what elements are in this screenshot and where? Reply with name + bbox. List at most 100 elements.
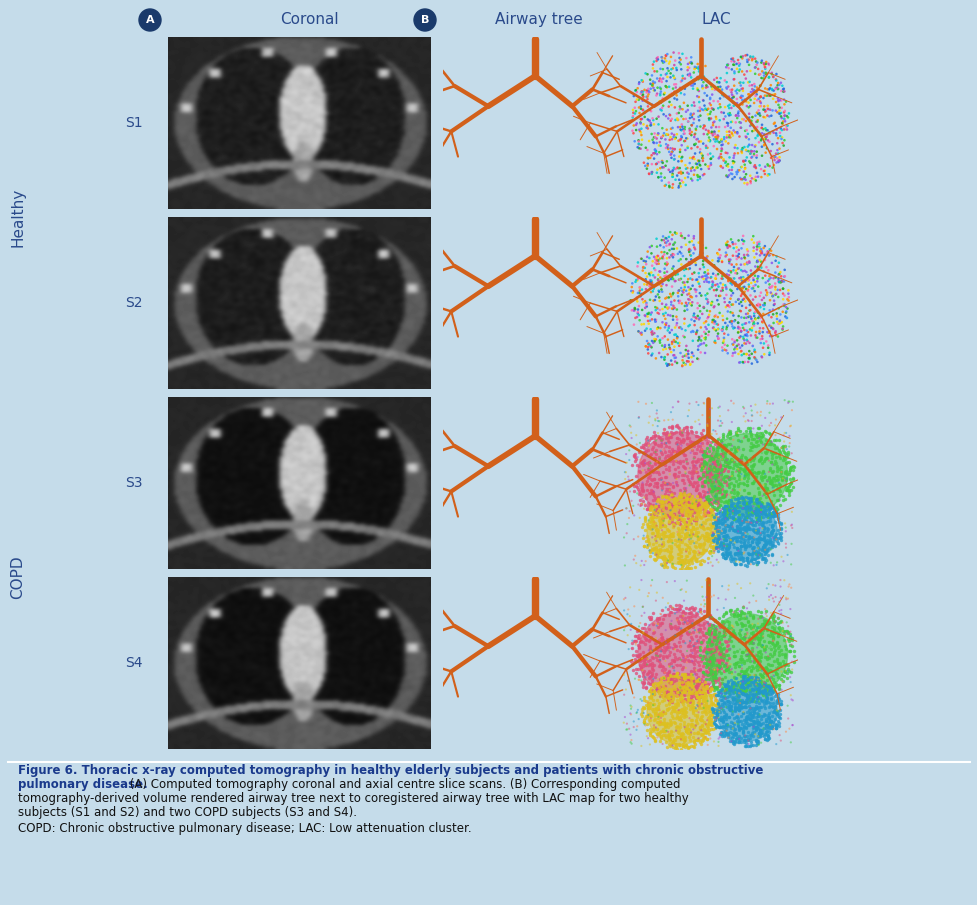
Point — [688, 455, 703, 470]
Point — [644, 658, 659, 672]
Point — [669, 525, 685, 539]
Point — [741, 529, 756, 544]
Point — [755, 164, 771, 178]
Point — [687, 719, 702, 733]
Point — [707, 492, 723, 507]
Point — [743, 682, 759, 697]
Point — [667, 335, 683, 349]
Point — [774, 305, 789, 319]
Point — [650, 611, 665, 625]
Point — [729, 281, 744, 296]
Point — [733, 472, 748, 487]
Point — [765, 293, 781, 308]
Point — [684, 454, 700, 469]
Point — [694, 443, 709, 458]
Point — [651, 450, 666, 464]
Point — [668, 652, 684, 666]
Point — [677, 561, 693, 576]
Point — [645, 479, 660, 493]
Point — [768, 707, 784, 721]
Point — [667, 700, 683, 714]
Point — [713, 134, 729, 148]
Point — [695, 168, 710, 183]
Point — [667, 453, 683, 468]
Point — [720, 90, 736, 104]
Point — [716, 514, 732, 529]
Point — [624, 102, 640, 117]
Point — [681, 262, 697, 276]
Point — [679, 719, 695, 733]
Point — [771, 78, 786, 92]
Point — [668, 657, 684, 672]
Point — [714, 507, 730, 521]
Point — [719, 662, 735, 676]
Point — [696, 673, 711, 688]
Point — [727, 614, 743, 629]
Point — [666, 162, 682, 176]
Point — [688, 160, 703, 175]
Point — [630, 649, 646, 663]
Point — [765, 684, 781, 699]
Point — [658, 255, 674, 270]
Point — [678, 515, 694, 529]
Point — [641, 251, 657, 265]
Point — [623, 280, 639, 294]
Point — [690, 682, 705, 697]
Point — [707, 489, 723, 503]
Point — [664, 247, 680, 262]
Point — [705, 680, 721, 694]
Point — [710, 531, 726, 546]
Point — [705, 455, 721, 470]
Point — [642, 522, 658, 537]
Point — [722, 460, 738, 474]
Point — [704, 526, 720, 540]
Point — [676, 122, 692, 137]
Point — [724, 90, 740, 105]
Point — [741, 491, 756, 505]
Point — [661, 663, 677, 678]
Point — [647, 504, 662, 519]
Point — [741, 255, 756, 270]
Point — [701, 107, 717, 121]
Point — [695, 681, 710, 695]
Point — [749, 113, 765, 128]
Point — [730, 659, 745, 673]
Point — [676, 311, 692, 326]
Point — [767, 578, 783, 593]
Point — [713, 632, 729, 646]
Point — [677, 530, 693, 545]
Point — [749, 421, 765, 435]
Point — [747, 470, 763, 484]
Point — [766, 531, 782, 546]
Point — [649, 476, 664, 491]
Point — [729, 541, 744, 556]
Point — [708, 530, 724, 545]
Point — [640, 695, 656, 710]
Point — [762, 494, 778, 509]
Point — [745, 451, 761, 465]
Point — [649, 411, 664, 425]
Point — [784, 718, 799, 732]
Point — [709, 496, 725, 510]
Point — [666, 650, 682, 664]
Point — [661, 672, 677, 687]
Point — [714, 653, 730, 667]
Point — [640, 666, 656, 681]
Point — [679, 131, 695, 146]
Point — [772, 694, 787, 709]
Point — [702, 722, 718, 737]
Point — [733, 282, 748, 297]
Point — [692, 247, 707, 262]
Point — [754, 629, 770, 643]
Point — [644, 312, 659, 327]
Point — [632, 499, 648, 513]
Point — [732, 525, 747, 539]
Point — [641, 618, 657, 633]
Point — [773, 83, 788, 98]
Point — [707, 537, 723, 551]
Point — [661, 690, 677, 704]
Point — [670, 729, 686, 744]
Point — [701, 624, 716, 638]
Point — [763, 535, 779, 549]
Point — [685, 703, 701, 718]
